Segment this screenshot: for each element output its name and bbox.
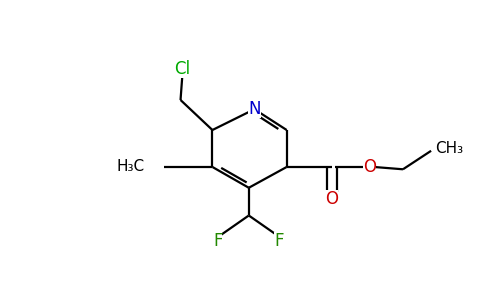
Text: CH₃: CH₃: [435, 141, 463, 156]
Text: H₃C: H₃C: [117, 160, 145, 175]
Text: O: O: [363, 158, 376, 176]
Text: O: O: [325, 190, 338, 208]
Text: N: N: [248, 100, 261, 118]
Text: F: F: [274, 232, 284, 250]
Text: Cl: Cl: [174, 60, 191, 78]
Text: F: F: [213, 232, 223, 250]
